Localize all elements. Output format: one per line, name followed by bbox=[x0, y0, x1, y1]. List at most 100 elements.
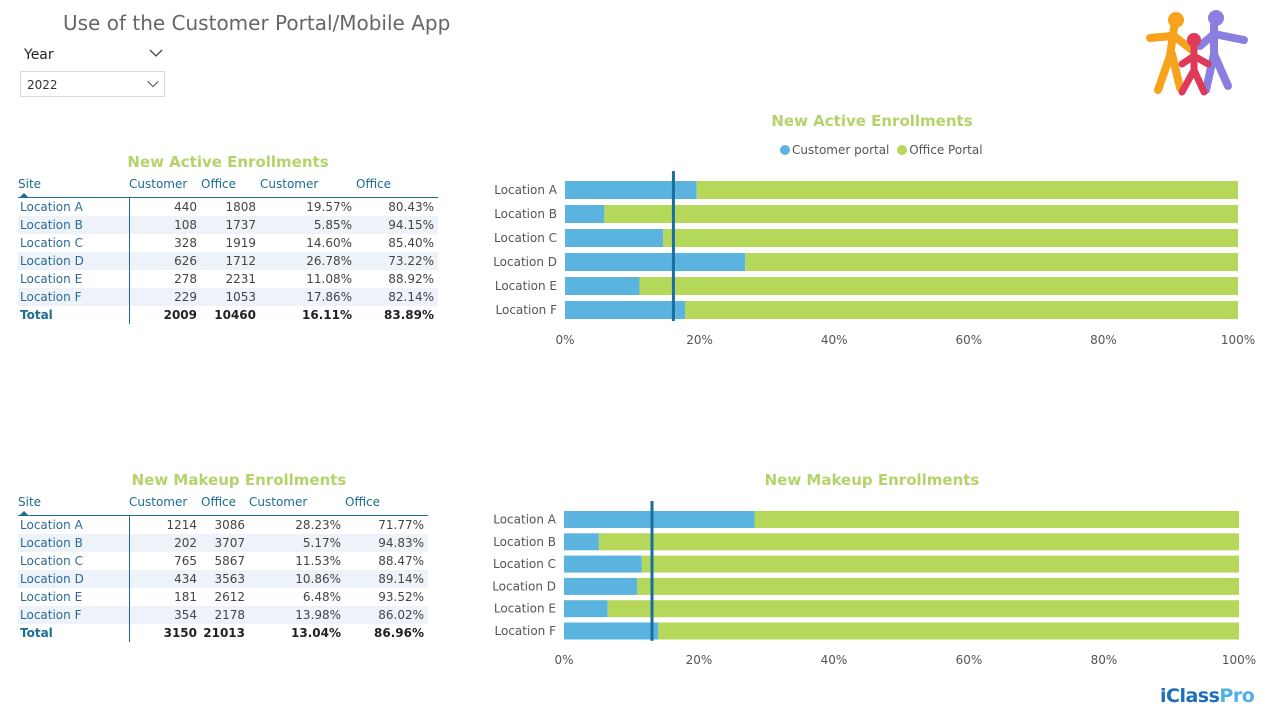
site-cell: Location C bbox=[18, 234, 130, 252]
customer-bar[interactable] bbox=[565, 181, 697, 199]
office-bar[interactable] bbox=[685, 301, 1238, 319]
customer-bar[interactable] bbox=[565, 229, 664, 247]
year-dropdown-value: 2022 bbox=[27, 78, 58, 92]
site-cell: Location A bbox=[18, 197, 130, 216]
table-row[interactable]: Location A 1214 3086 28.23% 71.77% bbox=[18, 515, 428, 534]
total-value: 2009 bbox=[163, 308, 197, 322]
customer-bar[interactable] bbox=[565, 277, 640, 295]
customer-bar[interactable] bbox=[564, 577, 638, 595]
x-tick-label: 60% bbox=[956, 653, 983, 667]
site-cell: Location B bbox=[18, 216, 130, 234]
site-header-label: Site bbox=[18, 177, 42, 191]
value-cell: 19.57% bbox=[306, 200, 352, 214]
site-header[interactable]: Site bbox=[18, 495, 129, 516]
office-bar[interactable] bbox=[639, 277, 1238, 295]
table-row[interactable]: Location B 202 3707 5.17% 94.83% bbox=[18, 534, 428, 552]
column-header[interactable]: Customer bbox=[260, 177, 356, 198]
column-header[interactable]: Office bbox=[201, 177, 260, 198]
value-cell: 14.60% bbox=[306, 236, 352, 250]
value-cell: 86.02% bbox=[345, 606, 428, 624]
value-cell: 11.53% bbox=[295, 554, 341, 568]
customer-bar[interactable] bbox=[564, 533, 599, 551]
value-cell: 328 bbox=[174, 236, 197, 250]
makeup-table-title: New Makeup Enrollments bbox=[131, 471, 347, 489]
category-label: Location D bbox=[492, 579, 556, 593]
column-header[interactable]: Customer bbox=[249, 495, 345, 516]
customer-bar[interactable] bbox=[564, 511, 755, 528]
site-cell: Location D bbox=[18, 570, 130, 588]
table-row[interactable]: Location D 626 1712 26.78% 73.22% bbox=[18, 252, 438, 270]
office-bar[interactable] bbox=[607, 600, 1239, 618]
chevron-down-icon[interactable] bbox=[148, 45, 164, 61]
value-cell: 1712 bbox=[201, 252, 260, 270]
value-cell: 1919 bbox=[225, 236, 256, 250]
legend-customer-label[interactable]: Customer portal bbox=[792, 143, 890, 157]
site-cell: Location A bbox=[18, 515, 130, 534]
site-cell: Location F bbox=[18, 606, 130, 624]
customer-bar[interactable] bbox=[565, 253, 746, 271]
column-header[interactable]: Office bbox=[356, 177, 438, 198]
value-cell: 2178 bbox=[201, 606, 249, 624]
customer-bar[interactable] bbox=[564, 555, 642, 573]
category-label: Location B bbox=[493, 535, 556, 549]
office-bar[interactable] bbox=[598, 533, 1239, 551]
office-bar[interactable] bbox=[696, 181, 1238, 199]
category-label: Location C bbox=[493, 557, 556, 571]
reference-line bbox=[671, 171, 675, 321]
total-label: Total bbox=[18, 624, 130, 642]
x-tick-label: 80% bbox=[1091, 653, 1118, 667]
site-cell: Location E bbox=[18, 588, 130, 606]
table-row[interactable]: Location E 181 2612 6.48% 93.52% bbox=[18, 588, 428, 606]
customer-bar[interactable] bbox=[565, 301, 686, 319]
value-cell: 5867 bbox=[214, 554, 245, 568]
table-row[interactable]: Location C 765 5867 11.53% 88.47% bbox=[18, 552, 428, 570]
office-bar[interactable] bbox=[663, 229, 1238, 247]
value-cell: 765 bbox=[174, 554, 197, 568]
column-header[interactable]: Office bbox=[201, 495, 249, 516]
customer-bar[interactable] bbox=[564, 600, 608, 618]
value-cell: 181 bbox=[174, 590, 197, 604]
table-row[interactable]: Location E 278 2231 11.08% 88.92% bbox=[18, 270, 438, 288]
category-label: Location A bbox=[493, 513, 557, 527]
value-cell: 80.43% bbox=[388, 200, 434, 214]
table-row[interactable]: Location B 108 1737 5.85% 94.15% bbox=[18, 216, 438, 234]
table-row[interactable]: Location F 354 2178 13.98% 86.02% bbox=[18, 606, 428, 624]
x-tick-label: 20% bbox=[686, 333, 713, 347]
customer-legend-marker bbox=[780, 145, 790, 155]
column-header[interactable]: Customer bbox=[129, 177, 201, 198]
office-bar[interactable] bbox=[658, 622, 1239, 640]
site-header[interactable]: Site bbox=[18, 177, 129, 198]
office-bar[interactable] bbox=[604, 205, 1238, 223]
office-bar[interactable] bbox=[754, 511, 1239, 528]
table-row[interactable]: Location A 440 1808 19.57% 80.43% bbox=[18, 197, 438, 216]
column-header[interactable]: Customer bbox=[129, 495, 201, 516]
x-tick-label: 40% bbox=[821, 333, 848, 347]
category-label: Location E bbox=[494, 602, 556, 616]
value-cell: 108 bbox=[129, 216, 201, 234]
table-row[interactable]: Location D 434 3563 10.86% 89.14% bbox=[18, 570, 428, 588]
table-row[interactable]: Location C 328 1919 14.60% 85.40% bbox=[18, 234, 438, 252]
column-header[interactable]: Office bbox=[345, 495, 428, 516]
customer-bar[interactable] bbox=[564, 622, 659, 640]
brand-main: iClass bbox=[1160, 685, 1220, 707]
customer-bar[interactable] bbox=[565, 205, 605, 223]
category-label: Location C bbox=[494, 231, 557, 245]
category-label: Location F bbox=[496, 303, 558, 317]
value-cell: 94.15% bbox=[356, 216, 438, 234]
office-bar[interactable] bbox=[745, 253, 1238, 271]
page-title: Use of the Customer Portal/Mobile App bbox=[63, 11, 451, 35]
year-dropdown[interactable]: 2022 bbox=[20, 71, 165, 97]
category-label: Location B bbox=[494, 207, 557, 221]
brand-suffix: Pro bbox=[1219, 685, 1255, 707]
office-bar[interactable] bbox=[641, 555, 1239, 573]
value-cell: 71.77% bbox=[378, 518, 424, 532]
office-bar[interactable] bbox=[637, 577, 1239, 595]
legend-office-label[interactable]: Office Portal bbox=[909, 143, 983, 157]
site-cell: Location E bbox=[18, 270, 130, 288]
total-row: Total 2009 10460 16.11% 83.89% bbox=[18, 306, 438, 324]
makeup-enrollments-chart-svg: Location A Location B Location C Location D… bbox=[492, 501, 1256, 667]
active-chart-title: New Active Enrollments bbox=[771, 112, 973, 130]
table-row[interactable]: Location F 229 1053 17.86% 82.14% bbox=[18, 288, 438, 306]
active-table-title: New Active Enrollments bbox=[127, 153, 329, 171]
value-cell: 1214 bbox=[166, 518, 197, 532]
